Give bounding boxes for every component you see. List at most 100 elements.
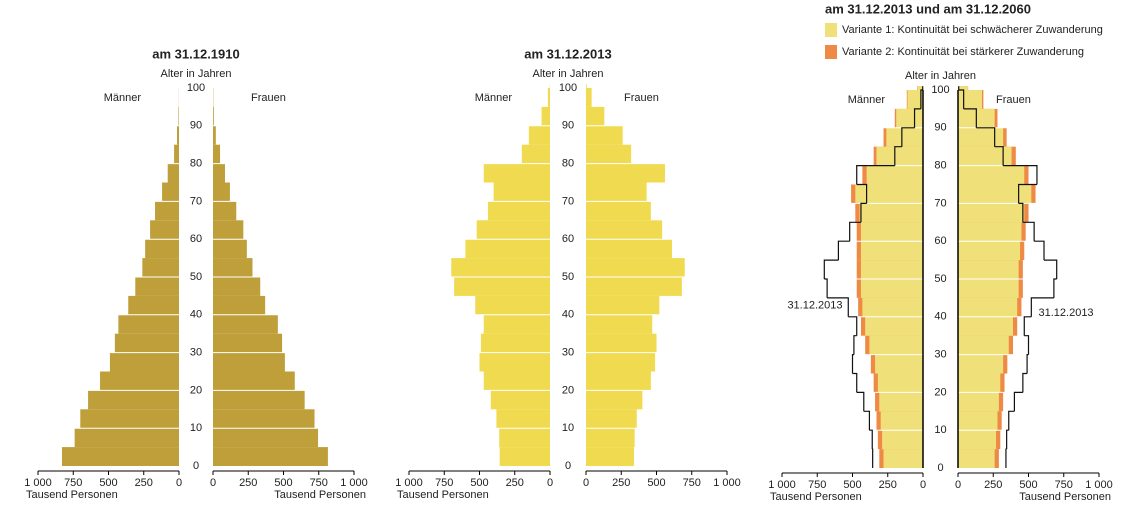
bar-male bbox=[896, 109, 923, 128]
bar-male bbox=[142, 258, 179, 277]
x-tick-label: 1 000 bbox=[24, 477, 52, 489]
x-tick-label: 0 bbox=[955, 479, 961, 491]
bar-female bbox=[213, 107, 214, 126]
reference-label: 31.12.2013 bbox=[1039, 307, 1094, 319]
reference-outline bbox=[853, 374, 857, 393]
bar-male bbox=[177, 126, 179, 145]
bar-male bbox=[875, 355, 923, 374]
x-tick-label: 500 bbox=[99, 477, 117, 489]
reference-outline bbox=[848, 317, 856, 336]
bar-female bbox=[586, 183, 647, 202]
bar-male bbox=[75, 428, 179, 447]
bar-male bbox=[88, 390, 179, 409]
reference-outline bbox=[1007, 430, 1009, 449]
y-tick-label: 0 bbox=[193, 460, 199, 472]
y-tick-label: 80 bbox=[190, 158, 202, 170]
reference-outline bbox=[1024, 317, 1031, 336]
x-tick-label: 0 bbox=[920, 479, 926, 491]
bar-male bbox=[477, 220, 550, 239]
bar-male bbox=[496, 409, 550, 428]
bar-female bbox=[958, 430, 996, 449]
bar-female bbox=[958, 222, 1021, 241]
x-tick-label: 750 bbox=[64, 477, 82, 489]
bar-male bbox=[529, 126, 550, 145]
bar-female bbox=[958, 317, 1013, 336]
bar-female bbox=[958, 336, 1009, 355]
bar-male bbox=[855, 185, 923, 204]
y-tick-label: 30 bbox=[562, 347, 574, 359]
bar-male bbox=[110, 353, 179, 372]
bar-male bbox=[155, 201, 179, 220]
age-label: Alter in Jahren bbox=[533, 68, 604, 80]
y-tick-label: 30 bbox=[190, 347, 202, 359]
bar-male bbox=[80, 409, 179, 428]
y-tick-label: 70 bbox=[562, 195, 574, 207]
x-axis-label: Tausend Personen bbox=[26, 489, 118, 501]
bar-female bbox=[586, 258, 685, 277]
left-label: Männer bbox=[104, 92, 142, 104]
bar-male bbox=[178, 107, 179, 126]
x-tick-label: 750 bbox=[808, 479, 826, 491]
x-tick-label: 500 bbox=[1019, 479, 1037, 491]
bar-female bbox=[958, 166, 1024, 185]
reference-outline bbox=[1014, 392, 1022, 411]
bar-male bbox=[150, 220, 179, 239]
chart-title: am 31.12.1910 bbox=[152, 46, 239, 61]
bar-female bbox=[213, 315, 278, 334]
bar-female bbox=[213, 201, 236, 220]
reference-outline bbox=[1027, 355, 1028, 374]
right-label: Frauen bbox=[624, 92, 659, 104]
x-tick-label: 250 bbox=[239, 477, 257, 489]
x-tick-label: 250 bbox=[984, 479, 1002, 491]
bar-male bbox=[484, 315, 550, 334]
y-tick-label: 80 bbox=[562, 158, 574, 170]
x-tick-label: 0 bbox=[210, 477, 216, 489]
bar-female bbox=[586, 334, 657, 353]
reference-outline bbox=[864, 411, 870, 430]
y-tick-label: 40 bbox=[562, 309, 574, 321]
bar-female bbox=[586, 107, 604, 126]
y-tick-label: 30 bbox=[934, 349, 946, 361]
bar-male bbox=[454, 277, 550, 296]
x-tick-label: 1 000 bbox=[768, 479, 796, 491]
reference-outline bbox=[857, 392, 864, 411]
x-axis-label: Tausend Personen bbox=[274, 489, 366, 501]
x-tick-label: 750 bbox=[1055, 479, 1073, 491]
reference-outline bbox=[1023, 374, 1027, 393]
bar-female bbox=[213, 447, 328, 466]
y-tick-label: 20 bbox=[934, 386, 946, 398]
bar-male bbox=[865, 317, 923, 336]
y-tick-label: 90 bbox=[562, 120, 574, 132]
x-axis-label: Tausend Personen bbox=[770, 491, 862, 503]
bar-male bbox=[884, 449, 923, 468]
x-tick-label: 1 000 bbox=[395, 477, 423, 489]
bar-female bbox=[213, 277, 260, 296]
bar-male bbox=[488, 201, 550, 220]
bar-male bbox=[881, 411, 923, 430]
bar-male bbox=[135, 277, 179, 296]
y-tick-label: 90 bbox=[934, 122, 946, 134]
bar-female bbox=[586, 277, 682, 296]
bar-male bbox=[861, 222, 923, 241]
bar-male bbox=[860, 203, 923, 222]
bar-male bbox=[861, 279, 923, 298]
reference-label: 31.12.2013 bbox=[787, 299, 842, 311]
y-tick-label: 70 bbox=[190, 195, 202, 207]
bar-male bbox=[522, 145, 550, 164]
bar-female bbox=[958, 449, 995, 468]
bar-male bbox=[128, 296, 179, 315]
bar-female bbox=[586, 88, 592, 107]
bar-female bbox=[586, 372, 651, 391]
bar-male bbox=[499, 428, 550, 447]
bar-male bbox=[869, 336, 923, 355]
bar-female bbox=[213, 126, 216, 145]
bar-female bbox=[213, 296, 265, 315]
reference-outline bbox=[1044, 260, 1057, 279]
y-tick-label: 0 bbox=[565, 460, 571, 472]
x-tick-label: 500 bbox=[843, 479, 861, 491]
bar-female bbox=[958, 279, 1019, 298]
bar-female bbox=[586, 428, 635, 447]
bar-male bbox=[861, 260, 923, 279]
y-tick-label: 50 bbox=[934, 273, 946, 285]
y-tick-label: 40 bbox=[934, 311, 946, 323]
